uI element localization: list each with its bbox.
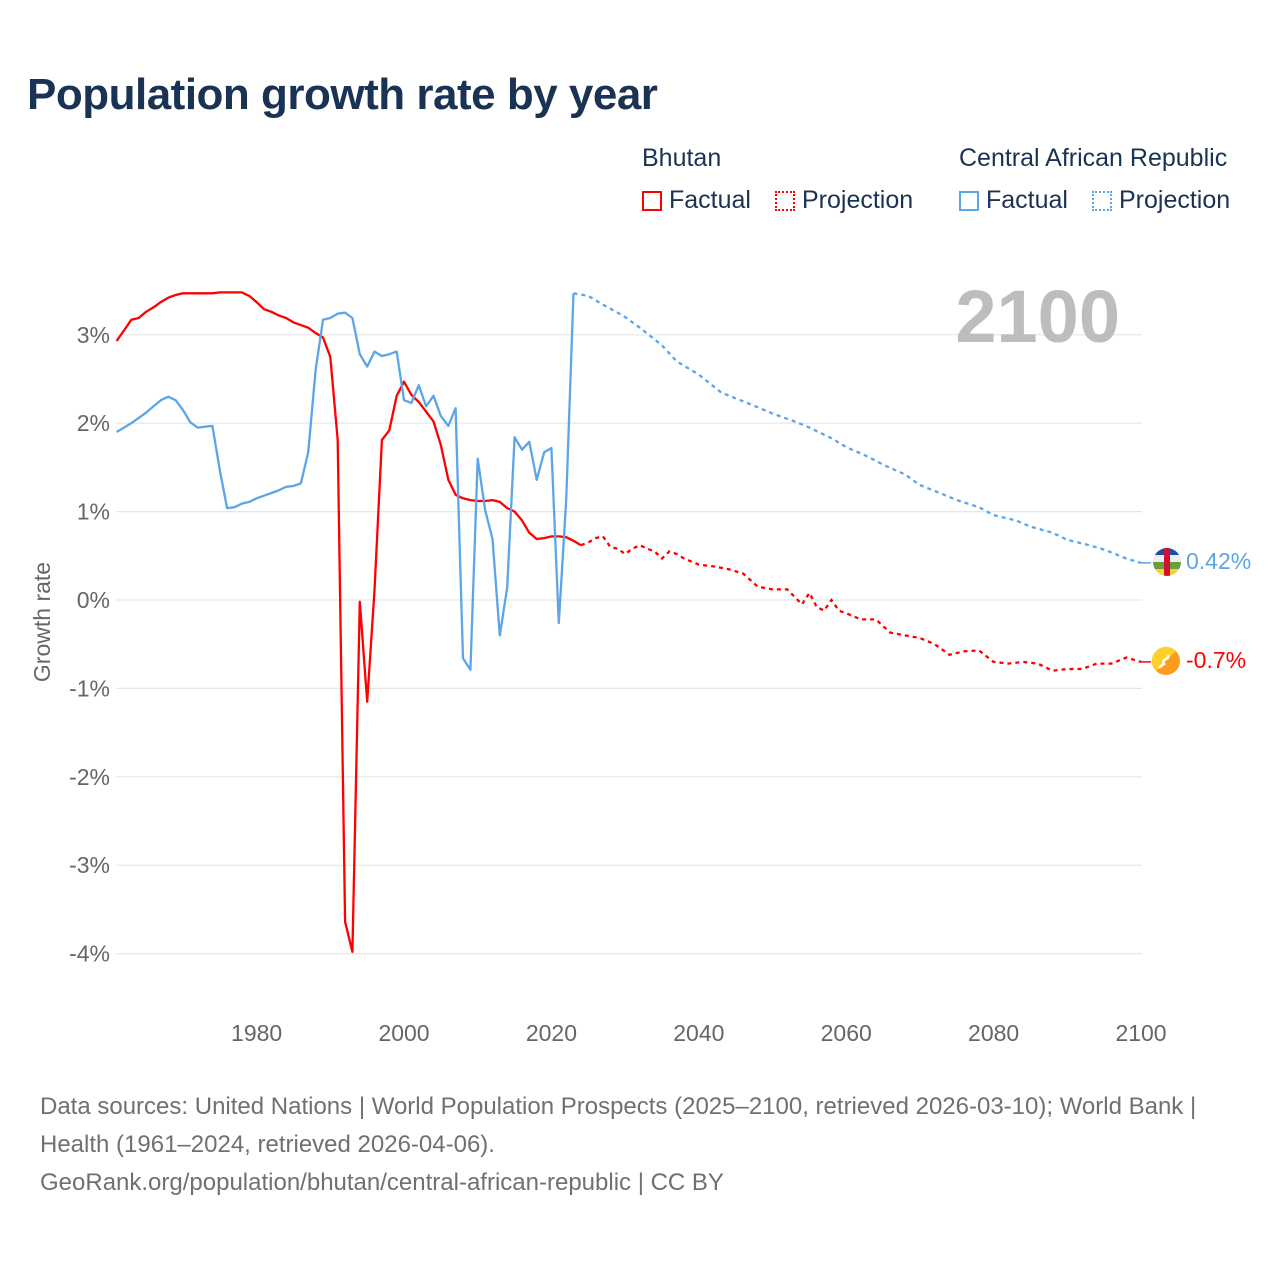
bhutan-factual-line [115,291,582,953]
legend-item-car-projection[interactable]: Projection [1092,186,1230,215]
credit-link[interactable]: GeoRank.org/population/bhutan/central-af… [40,1169,724,1196]
legend-item-bhutan-factual[interactable]: Factual [642,186,751,215]
bhutan-flag-icon [1151,646,1180,675]
x-tick-label: 2100 [1115,1020,1166,1046]
legend-item-bhutan-projection[interactable]: Projection [775,186,913,215]
legend-country-name: Bhutan [642,144,722,172]
x-tick-label: 2000 [378,1020,429,1046]
solid-swatch-icon [642,190,662,211]
legend-label: Factual [669,186,751,214]
dotted-swatch-icon [1092,190,1112,211]
bhutan-end-value-label: -0.7% [1186,647,1246,673]
legend-label: Projection [802,186,914,214]
bhutan-projection-line [580,535,1142,672]
car-end-value-label: 0.42% [1186,548,1251,574]
y-tick-label: 1% [77,499,110,525]
y-tick-label: -3% [69,852,110,878]
x-tick-label: 1980 [231,1020,282,1046]
solid-swatch-icon [959,190,979,211]
legend-label: Factual [986,186,1068,214]
x-tick-label: 2060 [821,1020,872,1046]
footer: Data sources: United Nations | World Pop… [40,1088,1240,1202]
chart-title: Population growth rate by year [27,70,658,119]
central-african-republic-flag-icon [1153,548,1181,576]
x-tick-label: 2040 [673,1020,724,1046]
central-african-republic-factual-line [116,293,575,671]
x-tick-label: 2020 [526,1020,577,1046]
y-tick-label: -1% [69,675,110,701]
data-sources-text: Data sources: United Nations | World Pop… [40,1093,1197,1158]
x-tick-label: 2080 [968,1020,1019,1046]
current-year-display: 2100 [955,275,1120,358]
legend-country-name: Central African Republic [959,144,1228,172]
legend-label: Projection [1119,186,1231,214]
legend-item-car-factual[interactable]: Factual [959,186,1068,215]
y-tick-label: -4% [69,941,110,967]
y-tick-label: 0% [77,587,110,613]
line-chart: 3% 2% 1% 0% -1% -2% -3% -4% 1980 2000 2020 2040 206… [29,275,1251,1046]
y-axis-label: Growth rate [29,562,55,682]
dotted-swatch-icon [775,190,795,211]
y-tick-label: -2% [69,764,110,790]
y-tick-label: 2% [77,410,110,436]
y-tick-label: 3% [77,322,110,348]
